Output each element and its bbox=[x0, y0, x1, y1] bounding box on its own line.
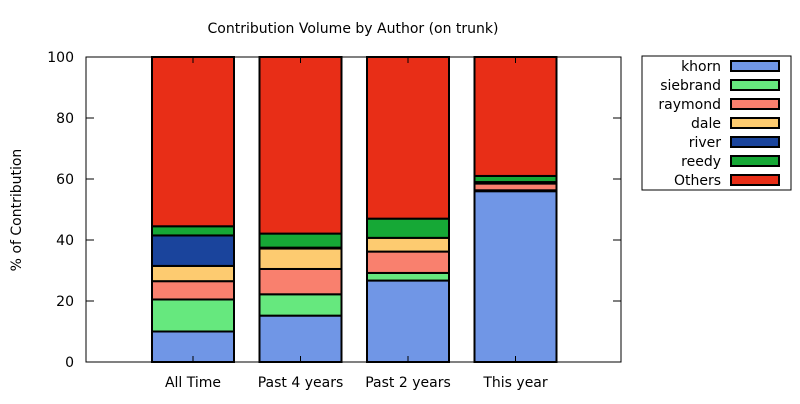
bar-segment-river-1 bbox=[151, 234, 235, 267]
bar-segment-siebrand-3 bbox=[366, 271, 450, 282]
plot-frame bbox=[85, 56, 622, 363]
legend-label-river: river bbox=[689, 135, 722, 151]
y-tick-label: 40 bbox=[56, 233, 74, 249]
y-axis-label: % of Contribution bbox=[9, 149, 25, 272]
y-tick-label: 80 bbox=[56, 111, 74, 127]
legend-label-khorn: khorn bbox=[681, 59, 721, 75]
legend: khorn siebrand raymond dale river reedy Others bbox=[641, 55, 792, 191]
y-tick-label: 20 bbox=[56, 294, 74, 310]
legend-label-siebrand: siebrand bbox=[660, 78, 721, 94]
bar-segment-raymond-1 bbox=[151, 280, 235, 301]
bar-segment-raymond-2 bbox=[258, 267, 343, 296]
y-tick-label: 0 bbox=[65, 355, 74, 371]
y-tick-label: 60 bbox=[56, 172, 74, 188]
legend-swatch-khorn bbox=[730, 60, 780, 72]
bar-segment-others-1 bbox=[151, 56, 235, 228]
bar-segment-reedy-1 bbox=[151, 225, 235, 237]
bar-segment-dale-1 bbox=[151, 264, 235, 283]
bar-segment-siebrand-2 bbox=[258, 293, 343, 317]
legend-swatch-others bbox=[730, 174, 780, 186]
bar-segment-khorn-4 bbox=[473, 190, 558, 363]
x-tick-label: All Time bbox=[165, 375, 221, 391]
legend-swatch-siebrand bbox=[730, 79, 780, 91]
bar-segment-others-4 bbox=[473, 56, 558, 177]
bar-segment-others-2 bbox=[258, 56, 343, 235]
legend-swatch-river bbox=[730, 136, 780, 148]
bar-segment-dale-2 bbox=[258, 247, 343, 270]
bars-layer bbox=[151, 56, 558, 364]
legend-label-reedy: reedy bbox=[681, 154, 721, 170]
legend-label-others: Others bbox=[674, 173, 721, 189]
legend-swatch-reedy bbox=[730, 155, 780, 167]
bar-segment-reedy-2 bbox=[258, 232, 343, 249]
chart-title: Contribution Volume by Author (on trunk) bbox=[207, 21, 498, 37]
bar-segment-others-3 bbox=[366, 56, 450, 220]
bar-segment-khorn-3 bbox=[366, 279, 450, 363]
bar-segment-siebrand-1 bbox=[151, 298, 235, 333]
legend-label-dale: dale bbox=[691, 116, 721, 132]
x-tick-label: This year bbox=[482, 375, 548, 391]
bar-segment-raymond-3 bbox=[366, 250, 450, 274]
bar-segment-khorn-2 bbox=[258, 314, 343, 364]
y-tick-label: 100 bbox=[47, 50, 74, 66]
x-tick-label: Past 4 years bbox=[258, 375, 344, 391]
x-tick-label: Past 2 years bbox=[365, 375, 451, 391]
bar-segment-dale-3 bbox=[366, 236, 450, 253]
bar-segment-reedy-3 bbox=[366, 217, 450, 239]
legend-label-raymond: raymond bbox=[658, 97, 721, 113]
legend-swatch-raymond bbox=[730, 98, 780, 110]
bar-segment-raymond-4 bbox=[473, 182, 558, 192]
ticks-layer: All Time Past 4 years Past 2 years This yea… bbox=[47, 50, 621, 391]
legend-swatch-dale bbox=[730, 117, 780, 129]
